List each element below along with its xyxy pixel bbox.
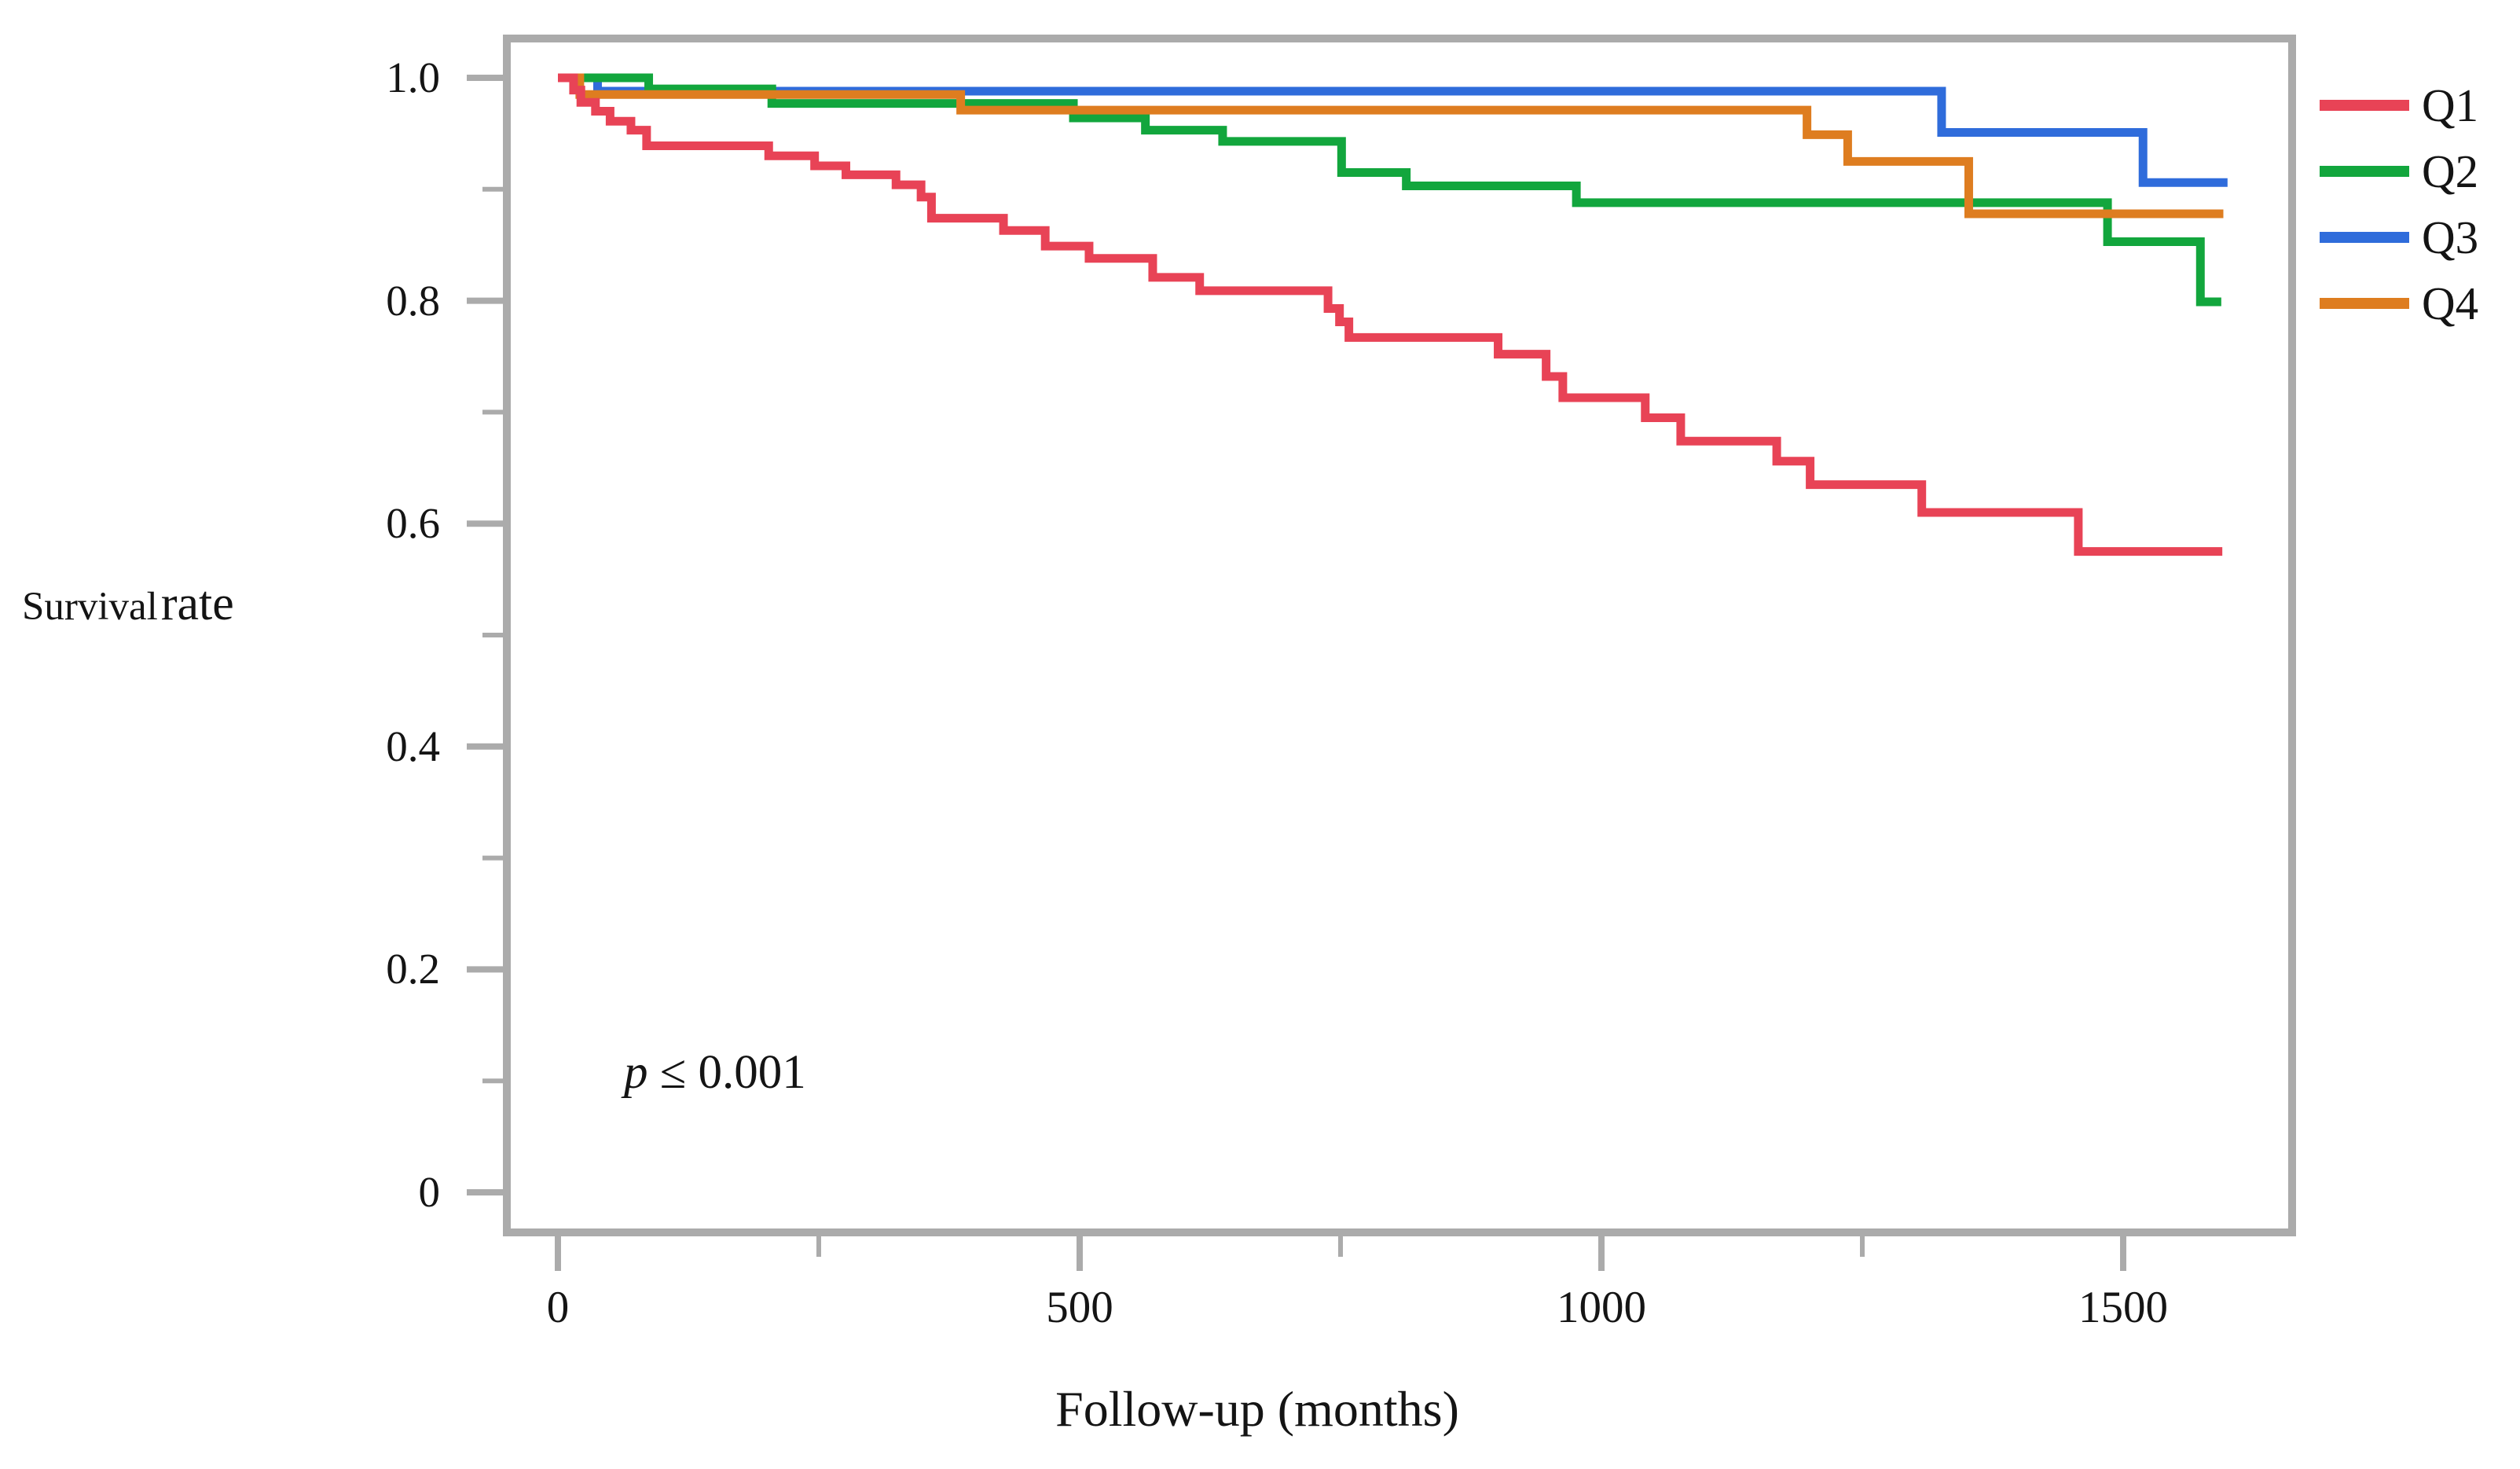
x-tick-label: 0 xyxy=(546,1283,570,1332)
legend-label-Q4: Q4 xyxy=(2422,277,2479,329)
y-tick-label: 1.0 xyxy=(386,53,440,101)
legend-swatch-Q4 xyxy=(2320,298,2409,309)
y-tick-label: 0.4 xyxy=(386,722,440,770)
legend-label-Q2: Q2 xyxy=(2422,145,2479,197)
y-axis-title: Survival rate xyxy=(22,576,234,632)
x-tick-label: 500 xyxy=(1046,1283,1113,1332)
x-tick-label: 1500 xyxy=(2078,1283,2168,1332)
y-tick-label: 0 xyxy=(418,1168,441,1216)
plot-frame xyxy=(503,35,2296,1236)
legend-label-Q1: Q1 xyxy=(2422,79,2479,131)
legend-swatch-Q1 xyxy=(2320,100,2409,111)
y-axis-title-word1: Survival xyxy=(22,585,158,629)
series-Q1-line xyxy=(558,73,2223,556)
p-value-annotation: p ≤ 0.001 xyxy=(624,1046,806,1099)
x-axis-title: Follow-up (months) xyxy=(1055,1381,1459,1437)
y-axis-title-word2: rate xyxy=(160,577,234,630)
series-Q4-line xyxy=(558,73,2224,219)
legend-swatch-Q3 xyxy=(2320,232,2409,243)
y-tick-label: 0.6 xyxy=(386,499,440,548)
x-tick-label: 1000 xyxy=(1557,1283,1646,1332)
y-tick-label: 0.2 xyxy=(386,945,440,993)
legend-label-Q3: Q3 xyxy=(2422,211,2479,263)
y-tick-label: 0.8 xyxy=(386,276,440,325)
legend-swatch-Q2 xyxy=(2320,166,2409,177)
